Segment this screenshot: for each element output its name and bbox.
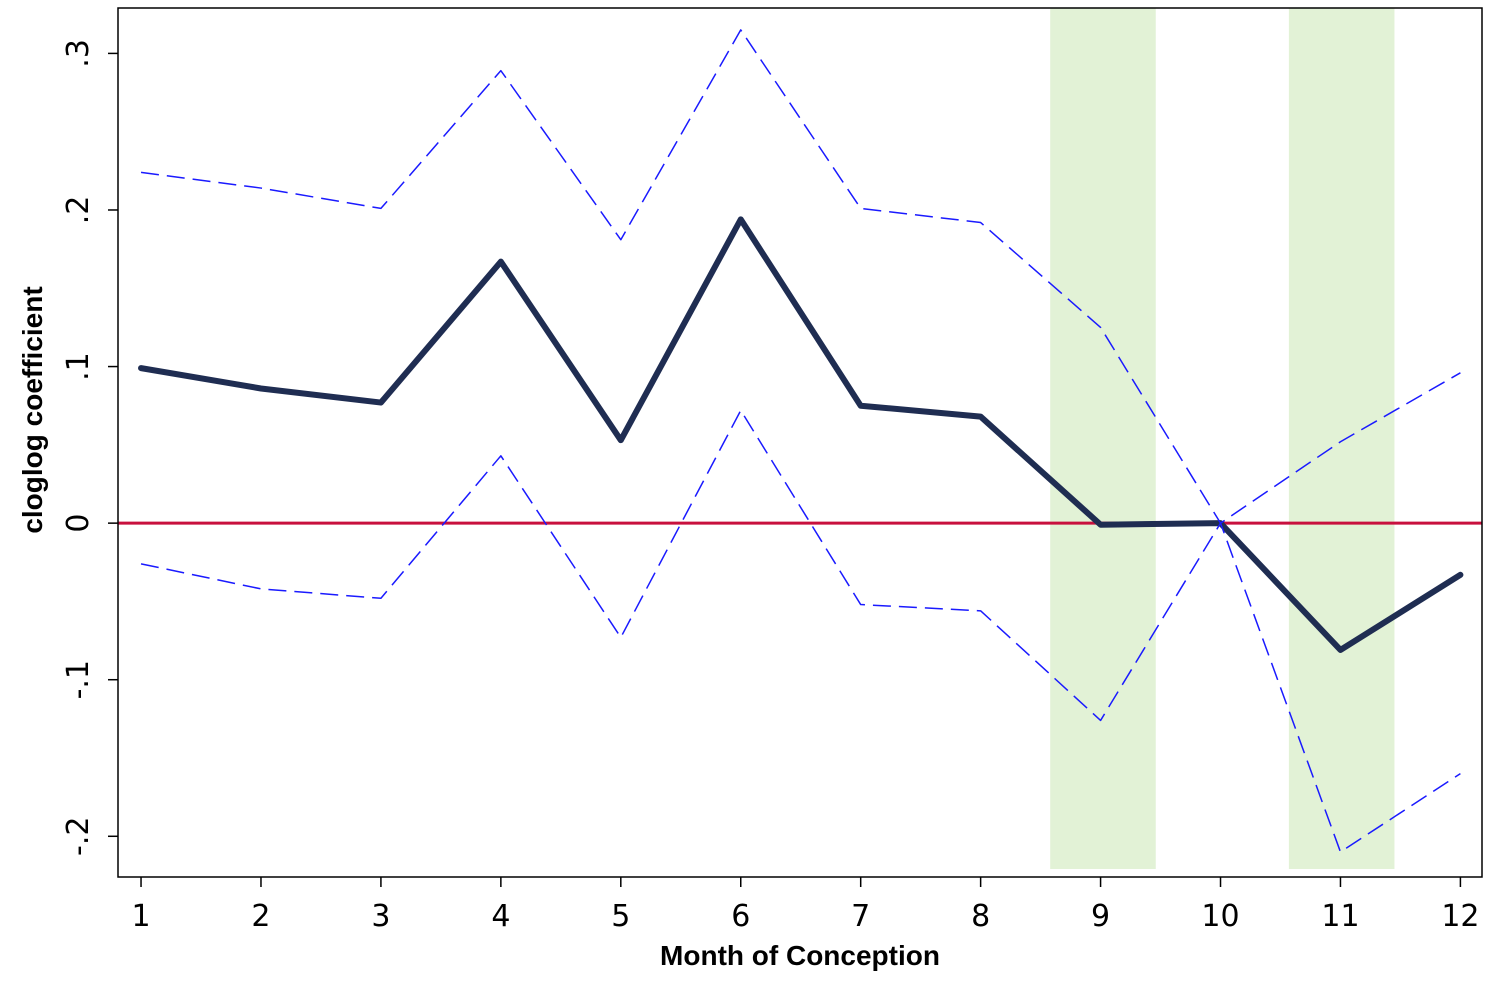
y-tick-label: -.1	[61, 660, 96, 699]
x-tick-label: 12	[1441, 899, 1479, 934]
y-axis-label: cloglog coefficient	[17, 286, 48, 533]
x-tick-label: 10	[1201, 899, 1239, 934]
x-axis-label: Month of Conception	[660, 940, 940, 971]
confidence-line	[140, 409, 1461, 853]
x-tick-label: 11	[1321, 899, 1359, 934]
x-tick-label: 1	[131, 899, 150, 934]
x-tick-label: 2	[251, 899, 270, 934]
x-tick-label: 6	[731, 899, 750, 934]
shaded-region	[1050, 8, 1156, 869]
confidence-line	[140, 29, 1461, 524]
coefficient-line	[138, 216, 1464, 653]
x-tick-label: 8	[971, 899, 990, 934]
x-tick-label: 5	[611, 899, 630, 934]
y-tick-label: .2	[61, 196, 96, 225]
x-tick-label: 4	[491, 899, 510, 934]
x-tick-label: 7	[851, 899, 870, 934]
shaded-region	[1288, 8, 1395, 869]
y-tick-label: .3	[61, 39, 96, 68]
x-tick-label: 3	[371, 899, 390, 934]
y-tick-label: .1	[61, 352, 96, 381]
x-tick-label: 9	[1091, 899, 1110, 934]
y-tick-label: -.2	[61, 817, 96, 856]
plot-frame	[117, 7, 1483, 878]
y-tick-label: 0	[61, 514, 96, 533]
